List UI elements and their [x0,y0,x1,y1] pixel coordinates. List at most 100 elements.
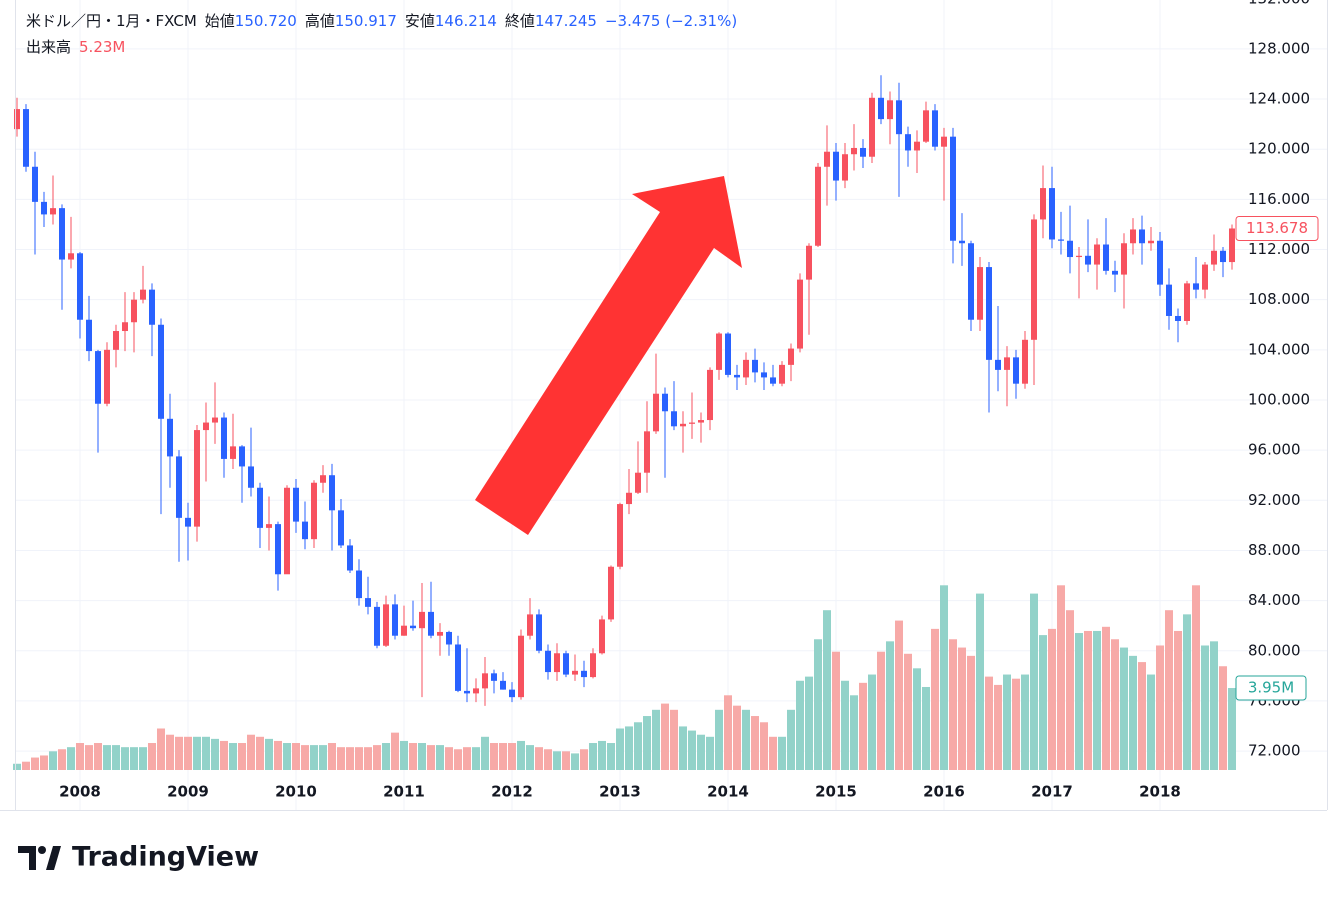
candle-body [977,267,983,320]
high-value: 150.917 [335,12,397,30]
logo-icon-dot [38,846,46,854]
candle-body [329,475,335,511]
volume-bar [742,709,750,770]
volume-bar [1156,645,1164,770]
candle-body [77,253,83,320]
volume-bar [1084,630,1092,770]
candle-body [1067,240,1073,258]
candle-body [716,333,722,370]
volume-bar [391,732,399,770]
volume-bar [526,745,534,770]
volume-bar [1075,633,1083,770]
x-tick-label: 2017 [1031,783,1073,801]
volume-bar [580,749,588,770]
volume-bar [895,620,903,770]
candle-body [194,430,200,527]
candle-body [536,614,542,651]
volume-bar [616,728,624,770]
candle-body [293,487,299,522]
candle-body [608,566,614,620]
volume-bar [1210,641,1218,770]
volume-bar [310,745,318,770]
candle-body [707,369,713,421]
candle-body [1139,229,1145,244]
candle-body [734,374,740,378]
candle-body [626,492,632,505]
candle-body [1112,270,1118,275]
candle-body [104,349,110,404]
volume-bar [1048,628,1056,770]
volume-bar [1030,593,1038,770]
candle-body [941,136,947,147]
volume-bar [724,695,732,770]
volume-bar [463,747,471,770]
candle-body [41,201,47,215]
arrow [475,176,742,535]
volume-bar [490,743,498,770]
symbol: 米ドル／円・1月・FXCM [26,12,197,30]
volume-bar [904,653,912,770]
volume-bar [202,736,210,770]
candle-body [1013,357,1019,384]
candle-body [833,151,839,181]
candle-body [1085,255,1091,265]
candle-body [365,598,371,607]
candle-body [374,606,380,646]
volume-bar [148,743,156,770]
volume-bar [121,747,129,770]
volume-bar [373,745,381,770]
candle-body [1202,264,1208,290]
candle-body [311,482,317,540]
candle-body [680,423,686,427]
candle-body [1058,239,1064,241]
candle-body [185,517,191,527]
candle-body [221,417,227,459]
candle-body [509,689,515,698]
candle-body [698,420,704,423]
y-tick-label: 112.000 [1248,240,1310,258]
candle-body [689,422,695,424]
candle-body [1094,244,1100,265]
volume-bar [1012,678,1020,770]
volume-bar [265,738,273,770]
x-tick-label: 2008 [59,783,101,801]
x-tick-label: 2012 [491,783,533,801]
volume-bar [85,745,93,770]
candle-body [275,524,281,575]
candle-body [113,331,119,350]
candle-body [797,279,803,349]
candle-body [563,653,569,675]
logo-icon [18,846,36,870]
candle-body [23,109,29,167]
volume-layer [13,585,1236,770]
volume-bar [706,736,714,770]
candle-body [1184,283,1190,321]
candle-body [905,134,911,151]
candle-body [653,393,659,432]
axis-layer: 72.00076.00080.00084.00088.00092.00096.0… [59,0,1319,801]
candle-body [140,289,146,300]
volume-bar [1066,610,1074,770]
volume-bar [1102,626,1110,770]
volume-bar [535,747,543,770]
candle-body [743,359,749,378]
y-tick-label: 120.000 [1248,140,1310,158]
volume-bar [1138,662,1146,770]
volume-bar [40,755,48,770]
volume-bar [787,709,795,770]
volume-bar [1183,614,1191,770]
volume-bar [868,674,876,770]
volume-bar [1174,630,1182,770]
volume-bar [103,745,111,770]
volume-label: 出来高 [26,38,71,56]
volume-bar [355,747,363,770]
candle-body [923,110,929,142]
volume-bar [940,585,948,770]
volume-bar [1201,645,1209,770]
volume-bar [967,655,975,770]
volume-bar [94,743,102,770]
volume-bar [877,651,885,770]
x-tick-label: 2016 [923,783,965,801]
candle-body [1004,357,1010,370]
volume-bar [976,593,984,770]
